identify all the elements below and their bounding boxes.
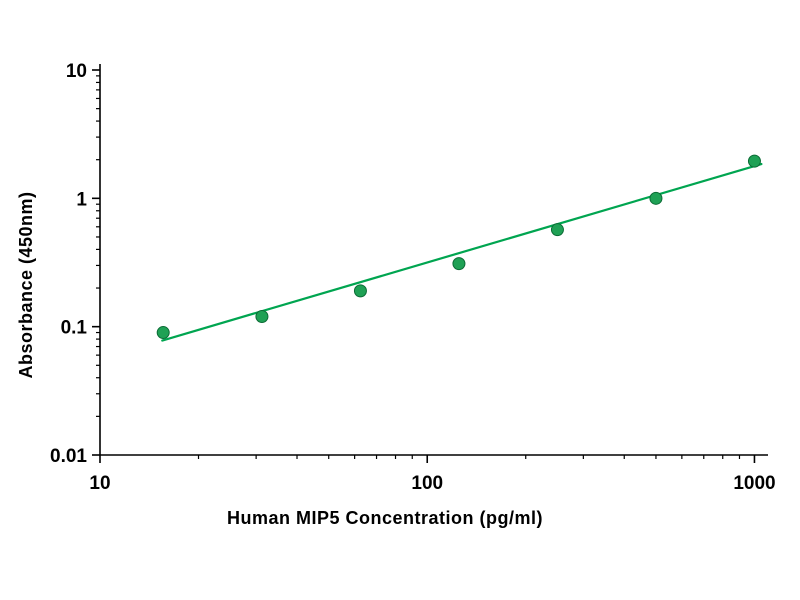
data-point (353, 284, 367, 298)
y-tick-label: 10 (66, 61, 87, 82)
data-point (255, 310, 269, 324)
data-point (156, 326, 170, 340)
y-tick-label: 0.1 (61, 318, 88, 339)
y-tick-label: 1 (76, 189, 87, 210)
chart-series (156, 154, 763, 342)
data-point (747, 154, 761, 168)
y-tick-label: 0.01 (50, 446, 87, 467)
x-tick-label: 1000 (733, 473, 775, 494)
chart-axes: 10 100 1000 10 1 0.1 0.01 (50, 61, 776, 494)
x-tick-label: 10 (89, 473, 110, 494)
data-point (452, 257, 466, 271)
data-point (649, 191, 663, 205)
trend-line (161, 162, 763, 342)
x-tick-label: 100 (411, 473, 443, 494)
y-axis-label: Absorbance (450nm) (16, 191, 36, 378)
data-point (550, 223, 564, 237)
x-axis-label: Human MIP5 Concentration (pg/ml) (227, 508, 543, 528)
